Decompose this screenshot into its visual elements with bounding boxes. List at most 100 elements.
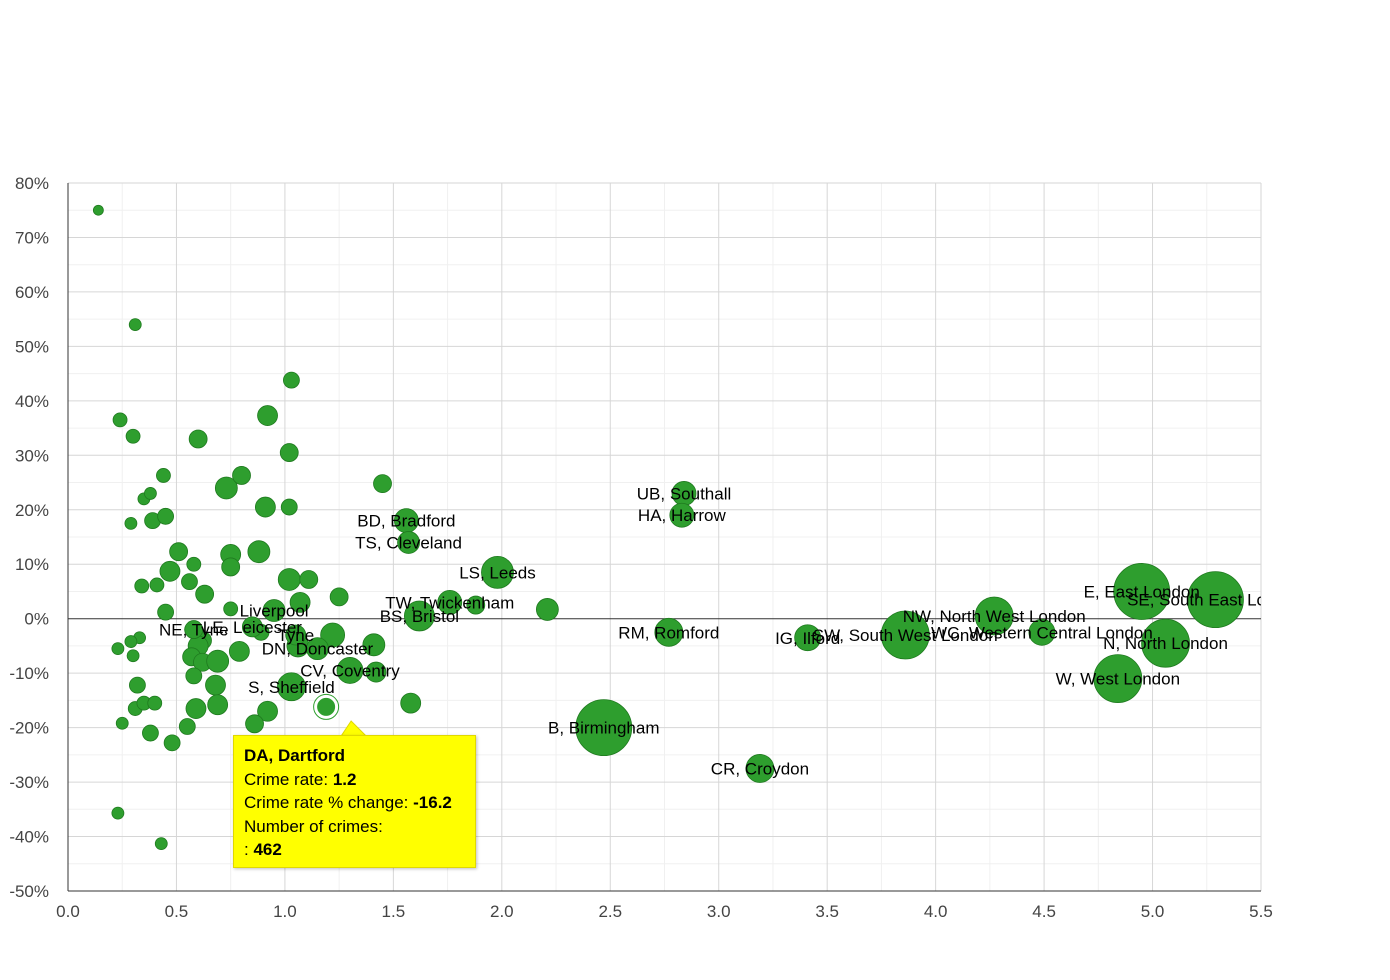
point-label: E, East London xyxy=(1084,582,1200,601)
data-point xyxy=(289,591,311,613)
data-point xyxy=(214,476,238,500)
point-labels: UB, Southall HA, Harrow BD, Bradford TS, Cl… xyxy=(159,484,1304,778)
data-point xyxy=(184,620,204,639)
y-tick-label: -10% xyxy=(9,664,49,683)
data-point xyxy=(329,587,349,607)
data-point xyxy=(163,734,181,752)
x-tick-label: 2.0 xyxy=(490,902,514,921)
data-point xyxy=(403,600,435,632)
data-point xyxy=(195,584,215,604)
data-point xyxy=(299,570,319,589)
data-point xyxy=(126,649,140,663)
x-tick-label: 2.5 xyxy=(598,902,622,921)
data-point xyxy=(306,637,329,661)
data-point xyxy=(154,837,168,851)
x-tick-label: 3.0 xyxy=(707,902,731,921)
data-point xyxy=(1093,654,1143,703)
data-point xyxy=(128,318,142,332)
grid xyxy=(67,182,1262,892)
data-point xyxy=(320,622,346,648)
y-tick-label: -20% xyxy=(9,719,49,738)
data-point xyxy=(159,560,181,582)
data-point xyxy=(974,596,1014,636)
data-point xyxy=(283,371,300,389)
x-tick-label: 5.5 xyxy=(1249,902,1273,921)
data-point xyxy=(257,405,278,426)
y-tick-label: 0% xyxy=(24,610,49,629)
data-point xyxy=(1141,618,1190,668)
y-tick-label: -30% xyxy=(9,773,49,792)
data-point xyxy=(134,578,150,594)
tooltip-change-value: -16.2 xyxy=(413,793,452,812)
data-point xyxy=(247,540,271,564)
data-point xyxy=(124,516,138,530)
data-point xyxy=(186,556,202,572)
point-label: W, West London xyxy=(1056,670,1180,689)
axes: 0.0 0.5 1.0 1.5 2.0 2.5 3.0 3.5 4.0 4.5 5.0 5.5 80% 7… xyxy=(9,174,1273,921)
data-point xyxy=(185,667,203,685)
tooltip-rate-value: 1.2 xyxy=(332,769,357,789)
x-tick-label: 1.0 xyxy=(273,902,297,921)
y-tick-label: 70% xyxy=(15,228,49,247)
tooltip-count-value: 462 xyxy=(253,840,282,859)
data-point xyxy=(365,661,387,683)
point-label: TS, Cleveland xyxy=(355,533,462,552)
point-label: S, Sheffield xyxy=(248,678,335,697)
tooltip-change-label: Crime rate % change: xyxy=(244,793,409,812)
data-point xyxy=(169,542,189,562)
data-point xyxy=(111,806,125,820)
point-label: B, Birmingham xyxy=(548,719,659,738)
x-tick-label: 3.5 xyxy=(815,902,839,921)
data-point xyxy=(535,598,559,621)
point-label: RM, Romford xyxy=(618,623,719,642)
data-point xyxy=(285,624,307,646)
data-point xyxy=(257,700,278,722)
data-point xyxy=(1113,563,1171,620)
data-point xyxy=(254,496,276,518)
data-point xyxy=(262,599,286,622)
data-point xyxy=(466,595,486,615)
point-label: DN, Doncaster xyxy=(262,640,374,659)
data-point xyxy=(1187,571,1244,629)
data-point xyxy=(1028,618,1056,646)
data-point xyxy=(232,466,251,485)
data-point xyxy=(794,624,822,652)
x-tick-label: 0.5 xyxy=(165,902,189,921)
point-label: SW, South West London xyxy=(813,626,998,645)
point-label: IG, Ilford xyxy=(775,629,840,648)
x-tick-label: 5.0 xyxy=(1141,902,1165,921)
point-label: SE, South East London xyxy=(1127,591,1304,610)
data-point xyxy=(205,674,226,696)
data-point xyxy=(669,502,695,528)
point-label: LE, Leicester xyxy=(203,618,303,637)
data-point xyxy=(129,676,146,694)
data-point xyxy=(245,714,264,734)
data-point xyxy=(241,616,263,638)
x-tick-label: 4.0 xyxy=(924,902,948,921)
data-point xyxy=(92,204,104,216)
data-point xyxy=(185,698,207,719)
data-point xyxy=(223,601,239,617)
data-point xyxy=(373,474,392,494)
tooltip-title: DA, Dartford xyxy=(244,746,346,765)
data-point xyxy=(277,672,306,702)
y-tick-label: -40% xyxy=(9,828,49,847)
point-label: NE, Tyne xyxy=(159,621,229,640)
data-point xyxy=(280,498,298,516)
point-label: Tyne xyxy=(277,626,314,645)
data-point xyxy=(178,718,196,735)
point-label: UB, Southall xyxy=(637,484,732,503)
point-label: HA, Harrow xyxy=(638,506,727,525)
data-point xyxy=(575,699,633,757)
data-point xyxy=(336,657,364,684)
point-label: LS, Leeds xyxy=(459,563,536,582)
data-point xyxy=(156,468,171,483)
data-point xyxy=(142,724,159,742)
data-point xyxy=(147,695,163,711)
point-label: WC, Western Central London xyxy=(931,623,1153,642)
y-tick-label: 60% xyxy=(15,283,49,302)
data-point xyxy=(362,633,386,657)
data-point xyxy=(221,557,241,577)
tooltip-count-label: Number of crimes: xyxy=(244,816,383,836)
